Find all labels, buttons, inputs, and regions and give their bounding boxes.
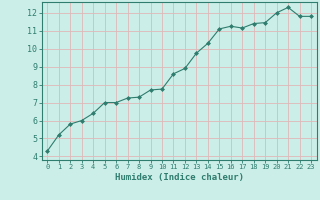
X-axis label: Humidex (Indice chaleur): Humidex (Indice chaleur) [115, 173, 244, 182]
